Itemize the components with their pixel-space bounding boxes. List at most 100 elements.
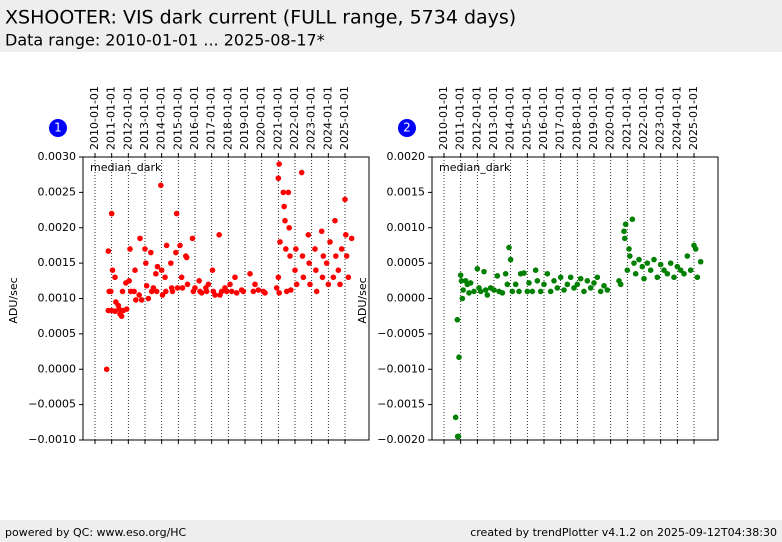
x-tick-label: 2011-01-01 <box>105 86 118 150</box>
point <box>277 239 283 245</box>
point <box>512 281 519 288</box>
footer-band <box>0 520 782 542</box>
y-tick-label: 0.0010 <box>38 292 77 305</box>
point <box>664 270 671 277</box>
point <box>521 270 527 276</box>
point <box>112 274 118 281</box>
point <box>209 267 216 274</box>
point <box>131 288 137 295</box>
point <box>687 267 694 274</box>
point <box>502 270 509 277</box>
point <box>173 249 179 256</box>
point <box>526 280 532 286</box>
point <box>273 285 280 291</box>
point <box>275 175 282 182</box>
point <box>184 281 191 288</box>
point <box>342 196 348 203</box>
point <box>319 274 326 281</box>
point <box>343 253 350 259</box>
point <box>551 278 557 284</box>
x-tick-label: 2022-01-01 <box>288 86 301 150</box>
point <box>143 260 149 266</box>
y-axis-label: ADU/sec <box>356 277 369 323</box>
point <box>647 267 654 274</box>
point <box>108 210 115 217</box>
point <box>651 256 657 263</box>
point <box>458 278 465 284</box>
y-tick-label: −0.0015 <box>377 398 425 411</box>
plot-area <box>432 157 718 440</box>
point <box>327 239 333 245</box>
point <box>276 290 282 296</box>
x-tick-label: 2010-01-01 <box>437 86 450 150</box>
point <box>604 287 611 293</box>
point <box>571 285 577 291</box>
point <box>547 288 554 295</box>
point <box>581 288 587 295</box>
point <box>484 292 491 298</box>
point <box>516 288 522 295</box>
point <box>343 232 349 238</box>
x-tick-label: 2016-01-01 <box>537 86 550 150</box>
point <box>212 292 218 298</box>
point <box>252 281 258 288</box>
point <box>323 260 330 266</box>
point <box>119 288 126 295</box>
x-tick-label: 2020-01-01 <box>255 86 268 150</box>
point <box>594 274 601 281</box>
y-tick-label: 0.0005 <box>38 327 77 340</box>
y-tick-label: 0.0015 <box>38 256 77 269</box>
point <box>228 288 235 295</box>
point <box>179 285 186 291</box>
y-tick-label: −0.0010 <box>377 362 425 375</box>
point <box>537 288 544 295</box>
point <box>459 295 466 302</box>
point <box>544 270 551 277</box>
point <box>674 263 681 270</box>
point <box>158 267 165 274</box>
point <box>564 281 571 288</box>
point <box>561 287 567 293</box>
point <box>148 249 154 256</box>
point <box>507 256 514 263</box>
x-tick-label: 2022-01-01 <box>637 86 650 150</box>
point <box>597 288 604 295</box>
point <box>332 217 338 224</box>
point <box>132 267 138 274</box>
point <box>255 287 262 293</box>
point <box>534 278 541 284</box>
point <box>108 288 114 295</box>
point <box>286 224 292 231</box>
x-tick-label: 2024-01-01 <box>670 86 683 150</box>
y-tick-label: 0.0030 <box>38 150 77 163</box>
point <box>591 280 597 286</box>
point <box>661 267 667 274</box>
point <box>173 210 180 217</box>
point <box>491 287 497 293</box>
point <box>292 267 298 274</box>
x-tick-label: 2019-01-01 <box>587 86 600 150</box>
point <box>452 414 459 421</box>
panel-number: 1 <box>54 121 62 135</box>
point <box>183 254 190 261</box>
x-tick-label: 2018-01-01 <box>570 86 583 150</box>
y-axis-label: ADU/sec <box>7 277 20 323</box>
point <box>504 281 511 288</box>
point <box>313 288 320 295</box>
point <box>105 248 112 254</box>
point <box>293 246 299 252</box>
point <box>103 366 110 373</box>
point <box>178 274 185 281</box>
x-tick-label: 2025-01-01 <box>687 86 700 150</box>
point <box>198 290 205 296</box>
x-tick-label: 2012-01-01 <box>470 86 483 150</box>
point <box>621 228 627 235</box>
point <box>262 290 268 296</box>
point <box>123 306 130 312</box>
point <box>312 246 318 252</box>
x-tick-label: 2023-01-01 <box>654 86 667 150</box>
point <box>601 282 607 289</box>
point <box>275 274 282 281</box>
panel-badge <box>49 119 67 137</box>
